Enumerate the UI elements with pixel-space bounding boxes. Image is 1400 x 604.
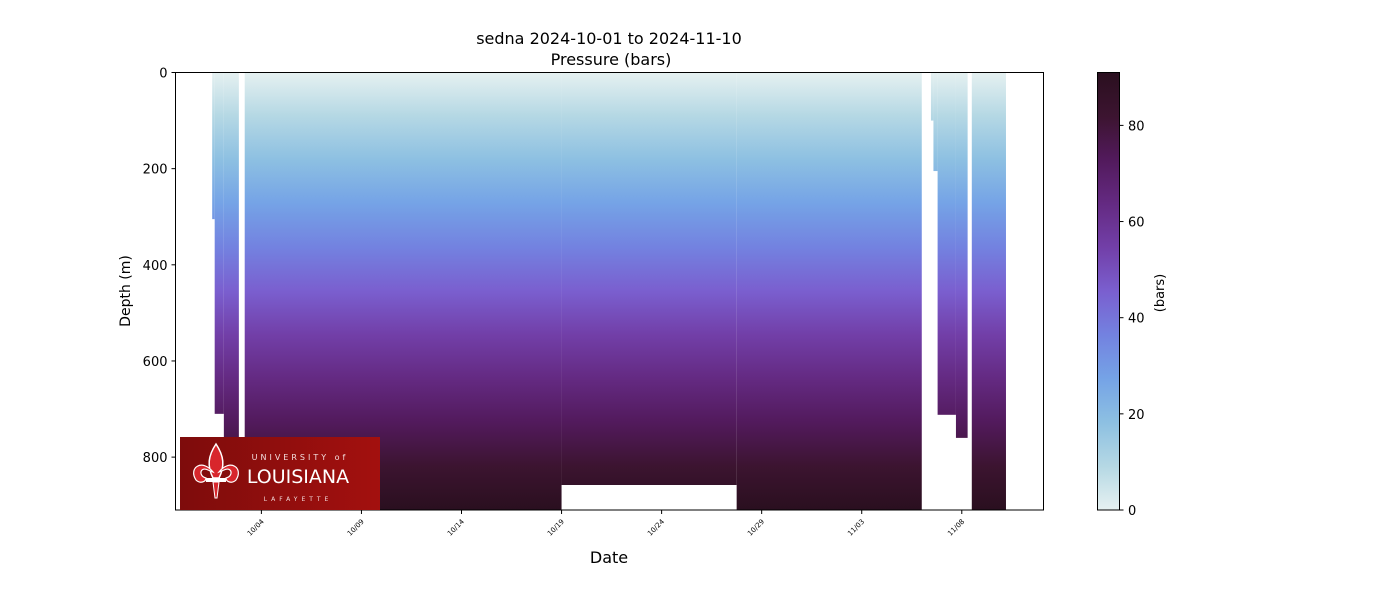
plot-frame bbox=[175, 72, 1044, 511]
x-tick-label: 10/09 bbox=[346, 518, 366, 538]
x-axis: 10/04 10/09 10/14 10/19 10/24 10/29 11/03 11/08 bbox=[246, 510, 966, 538]
x-tick-label: 11/08 bbox=[946, 518, 966, 538]
x-tick-label: 10/14 bbox=[446, 517, 466, 537]
y-tick-label: 0 bbox=[159, 67, 167, 82]
x-tick-label: 10/29 bbox=[746, 518, 766, 538]
y-tick-label: 800 bbox=[143, 451, 168, 466]
colorbar-ticks: 0 20 40 60 80 bbox=[1119, 119, 1145, 519]
x-tick-label: 10/24 bbox=[646, 517, 666, 537]
profile-segment-8 bbox=[937, 72, 956, 415]
profile-segment-9 bbox=[955, 72, 968, 438]
chart-subtitle: Pressure (bars) bbox=[551, 50, 672, 69]
profile-segment-5 bbox=[736, 72, 922, 510]
profile-segment-10 bbox=[971, 72, 1006, 510]
logo-line1: UNIVERSITY of bbox=[252, 453, 349, 462]
colorbar-tick-label: 0 bbox=[1128, 504, 1136, 519]
university-logo: UNIVERSITY of LOUISIANA LAFAYETTE bbox=[180, 437, 380, 510]
colorbar-tick-label: 80 bbox=[1128, 119, 1145, 134]
y-axis: 0 200 400 600 800 bbox=[143, 67, 176, 466]
colorbar bbox=[1097, 72, 1120, 511]
x-tick-label: 11/03 bbox=[846, 518, 866, 538]
profile-segment-2 bbox=[223, 72, 239, 510]
y-tick-label: 200 bbox=[143, 163, 168, 178]
chart-title: sedna 2024-10-01 to 2024-11-10 bbox=[476, 29, 742, 48]
colorbar-label: (bars) bbox=[1153, 274, 1168, 312]
logo-line2: LOUISIANA bbox=[247, 466, 349, 488]
colorbar-tick-label: 20 bbox=[1128, 408, 1145, 423]
fleur-de-lis-icon bbox=[193, 442, 239, 499]
profile-segment-1 bbox=[214, 72, 224, 414]
x-tick-label: 10/19 bbox=[546, 518, 566, 538]
profile-segment-4 bbox=[561, 72, 737, 485]
y-axis-label: Depth (m) bbox=[118, 255, 134, 327]
logo-line3: LAFAYETTE bbox=[264, 496, 333, 503]
profile-segment-6 bbox=[930, 72, 934, 121]
y-tick-label: 400 bbox=[143, 259, 168, 274]
x-axis-label: Date bbox=[590, 548, 628, 567]
profile-segment-7 bbox=[933, 72, 938, 172]
x-tick-label: 10/04 bbox=[246, 517, 266, 537]
profile-segment-0 bbox=[212, 72, 215, 220]
y-tick-label: 600 bbox=[143, 355, 168, 370]
colorbar-tick-label: 40 bbox=[1128, 312, 1145, 327]
colorbar-tick-label: 60 bbox=[1128, 216, 1145, 231]
